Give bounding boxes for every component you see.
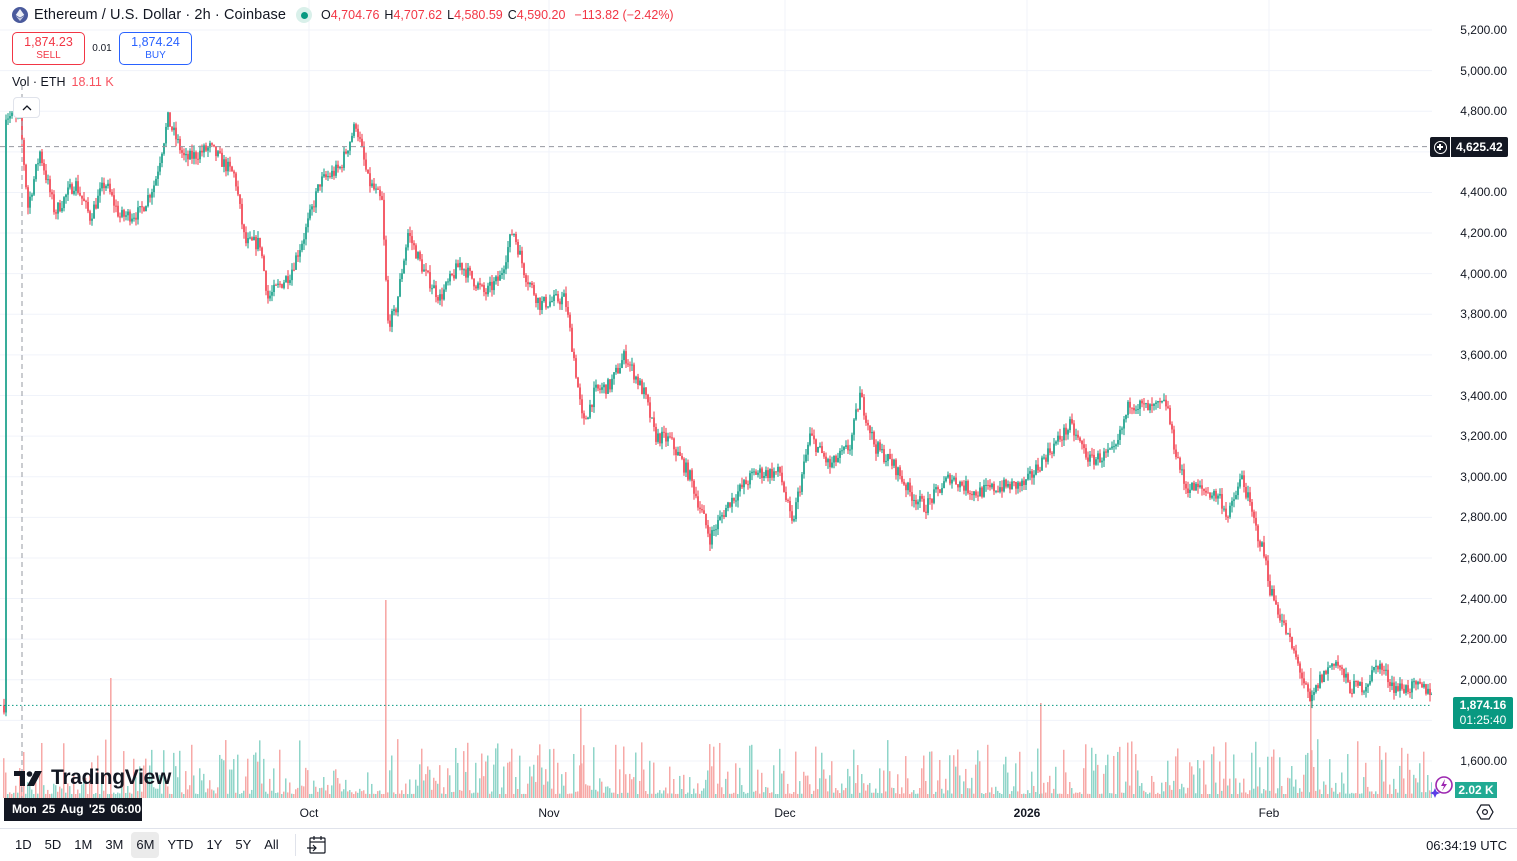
range-button-1d[interactable]: 1D [15,837,32,852]
time-axis-label: Oct [299,806,319,820]
bottom-toolbar: 1D 5D 1M 3M 6M YTD 1Y 5Y All 06:34:19 UTC [0,828,1517,861]
volume-legend[interactable]: Vol · ETH 18.11 K [12,75,114,89]
range-button-6m[interactable]: 6M [131,832,160,858]
price-axis-label: 2,600.00 [1460,550,1507,565]
sell-button[interactable]: 1,874.23 SELL [12,32,85,65]
range-button-1y[interactable]: 1Y [206,837,223,852]
symbol-title[interactable]: Ethereum / U.S. Dollar · 2h · Coinbase [34,7,287,23]
ethereum-icon [12,7,28,23]
price-axis-label: 4,400.00 [1460,185,1507,200]
volume-value: 18.11 K [71,75,114,89]
symbol-legend: Ethereum / U.S. Dollar · 2h · Coinbase O… [12,7,674,23]
range-button-all[interactable]: All [264,837,279,852]
ohlc-change: −113.82 (−2.42%) [574,8,674,22]
last-price-tag: 1,874.16 01:25:40 [1453,697,1513,729]
tradingview-logo[interactable]: TradingView [14,766,171,790]
market-status-icon[interactable] [296,7,313,23]
spread-value: 0.01 [92,43,112,54]
last-price: 1,874.16 [1459,698,1507,712]
price-axis-label: 3,600.00 [1460,347,1507,362]
toolbar-divider [294,834,296,856]
crosshair-time-label: Mon 25 Aug '25 06:00 [4,798,142,821]
range-button-5y[interactable]: 5Y [235,837,252,852]
buy-label: BUY [145,49,166,61]
chart-settings-icon[interactable] [1476,803,1494,821]
volume-axis-tag: 2.02 K [1455,782,1497,798]
price-axis-label: 5,000.00 [1460,63,1507,78]
price-axis-label: 2,200.00 [1460,632,1507,647]
chevron-up-icon [22,104,31,110]
time-axis-label: 2026 [1013,806,1041,820]
sell-label: SELL [36,49,61,61]
chart-overlays [0,85,1432,798]
sell-price: 1,874.23 [24,34,73,49]
ohlc-close: C4,590.20 [507,8,566,22]
price-axis-label: 4,000.00 [1460,266,1507,281]
time-axis-label: Nov [538,806,560,820]
price-axis-label: 1,600.00 [1460,754,1507,768]
date-range-buttons: 1D 5D 1M 3M 6M YTD 1Y 5Y All [10,832,287,858]
volume-bars [3,600,1432,798]
candlestick-chart-canvas[interactable] [0,0,1432,798]
collapse-legend-button[interactable] [13,97,40,118]
crosshair-price: 4,625.42 [1451,137,1508,157]
range-button-5d[interactable]: 5D [44,837,62,852]
ohlc-low: L4,580.59 [447,8,503,22]
price-axis-label: 2,000.00 [1460,672,1507,687]
range-button-ytd[interactable]: YTD [167,837,194,852]
tradingview-logo-icon [14,771,42,786]
utc-clock[interactable]: 06:34:19 UTC [1426,838,1507,853]
crosshair-price-label: 4,625.42 [1430,137,1508,157]
time-axis-label: Dec [774,806,796,820]
buy-price: 1,874.24 [131,34,180,49]
ai-assistant-icon[interactable] [1429,773,1455,799]
plus-circle-icon [1433,140,1447,154]
time-axis-label: Feb [1258,806,1280,820]
bar-countdown: 01:25:40 [1459,713,1507,727]
logo-text: TradingView [51,766,172,789]
price-axis-label: 2,400.00 [1460,591,1507,606]
price-axis-label: 3,400.00 [1460,388,1507,403]
chart-grid [0,0,1432,798]
go-to-date-icon[interactable] [306,834,328,856]
price-axis-label: 5,200.00 [1460,23,1507,37]
price-axis-label: 4,800.00 [1460,104,1507,119]
volume-label: Vol · ETH [12,75,66,89]
price-candles [3,106,1432,717]
ohlc-open: O4,704.76 [321,8,380,22]
price-axis[interactable]: 5,200.00 5,000.00 4,800.00 4,400.00 4,200.00… [1432,0,1517,798]
add-alert-button[interactable] [1430,137,1450,157]
buy-button[interactable]: 1,874.24 BUY [119,32,192,65]
range-button-3m[interactable]: 3M [105,837,124,852]
range-button-1m[interactable]: 1M [74,837,93,852]
price-axis-label: 3,800.00 [1460,307,1507,322]
time-axis[interactable]: Oct Nov Dec 2026 Feb [0,798,1432,826]
price-axis-label: 4,200.00 [1460,226,1507,241]
trade-buttons: 1,874.23 SELL 0.01 1,874.24 BUY [12,32,192,65]
price-axis-label: 3,200.00 [1460,429,1507,444]
ohlc-high: H4,707.62 [384,8,443,22]
price-axis-label: 2,800.00 [1460,510,1507,525]
price-axis-label: 3,000.00 [1460,469,1507,484]
